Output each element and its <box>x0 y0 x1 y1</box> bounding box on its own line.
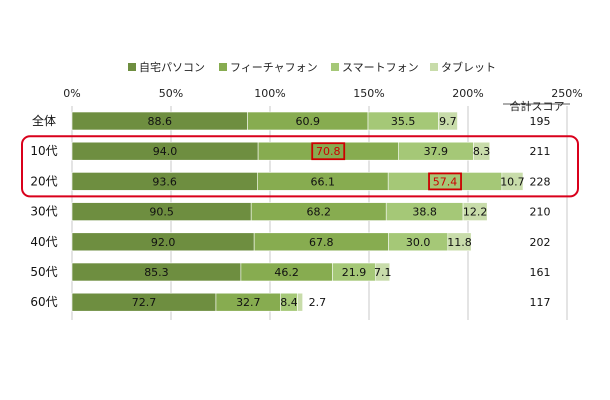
bar-2-3 <box>501 172 524 191</box>
value-label-5-3: 7.1 <box>374 266 392 279</box>
total-score-5: 161 <box>530 266 551 279</box>
x-tick-label-3: 150% <box>353 87 384 100</box>
value-label-1-0: 94.0 <box>153 145 178 158</box>
x-tick-label-4: 200% <box>452 87 483 100</box>
value-label-2-2: 57.4 <box>433 175 458 188</box>
value-label-4-3: 11.8 <box>447 236 472 249</box>
value-label-0-0: 88.6 <box>147 115 172 128</box>
legend-swatch-2 <box>331 63 339 71</box>
value-label-6-1: 32.7 <box>236 296 261 309</box>
highlights <box>21 135 579 198</box>
legend-swatch-0 <box>128 63 136 71</box>
total-scores: 195 211 228 210 202 161 117 <box>530 115 551 309</box>
value-label-4-2: 30.0 <box>406 236 431 249</box>
bar-6-3 <box>297 292 303 312</box>
total-score-1: 211 <box>530 145 551 158</box>
value-label-6-3: 2.7 <box>309 296 327 309</box>
bar-1-3 <box>473 141 491 161</box>
category-label-1: 10代 <box>30 144 57 158</box>
legend-label-1: フィーチャフォン <box>230 61 318 74</box>
bar-3-3 <box>462 202 488 221</box>
value-label-1-2: 37.9 <box>424 145 449 158</box>
x-axis-tick-labels: 0% 50% 100% 150% 200% 250% <box>63 87 582 100</box>
value-label-1-1: 70.8 <box>316 145 341 158</box>
bar-5-3 <box>375 262 391 282</box>
total-score-4: 202 <box>530 236 551 249</box>
x-tick-label-0: 0% <box>63 87 80 100</box>
category-label-3: 30代 <box>30 205 57 219</box>
value-label-3-0: 90.5 <box>149 206 174 219</box>
value-label-0-3: 9.7 <box>439 115 457 128</box>
value-label-4-0: 92.0 <box>151 236 176 249</box>
highlight-box-1-1 <box>311 142 346 161</box>
value-label-5-0: 85.3 <box>144 266 169 279</box>
category-label-6: 60代 <box>30 295 57 309</box>
value-label-0-2: 35.5 <box>391 115 416 128</box>
value-label-6-0: 72.7 <box>132 296 157 309</box>
legend: 自宅パソコン フィーチャフォン スマートフォン タブレット <box>128 60 496 74</box>
value-label-3-2: 38.8 <box>412 206 437 219</box>
legend-label-3: タブレット <box>441 60 496 74</box>
category-label-2: 20代 <box>30 174 57 188</box>
highlight-group-box <box>21 135 579 198</box>
total-score-6: 117 <box>530 296 551 309</box>
value-label-5-1: 46.2 <box>274 266 299 279</box>
value-label-3-1: 68.2 <box>306 206 331 219</box>
highlight-box-2-2 <box>428 172 462 191</box>
totals-header: 合計スコア <box>510 99 565 113</box>
total-score-0: 195 <box>530 115 551 128</box>
value-label-6-2: 8.4 <box>280 296 298 309</box>
category-label-0: 全体 <box>32 113 56 128</box>
value-label-2-0: 93.6 <box>152 175 177 188</box>
legend-swatch-1 <box>219 63 227 71</box>
bars: 88.6 60.9 35.5 9.7 94.0 70.8 37.9 8.3 93.6 66.1 57… <box>71 111 525 312</box>
category-label-4: 40代 <box>30 235 57 249</box>
bar-0-3 <box>437 111 458 131</box>
legend-label-2: スマートフォン <box>342 61 419 74</box>
x-tick-label-5: 250% <box>551 87 582 100</box>
total-score-2: 228 <box>530 175 551 188</box>
legend-swatch-3 <box>430 63 438 71</box>
legend-label-0: 自宅パソコン <box>139 60 205 74</box>
total-score-3: 210 <box>530 206 551 219</box>
x-tick-label-1: 50% <box>159 87 183 100</box>
x-tick-label-2: 100% <box>254 87 285 100</box>
value-label-4-1: 67.8 <box>309 236 334 249</box>
bar-4-3 <box>447 232 472 252</box>
value-label-5-2: 21.9 <box>342 266 367 279</box>
category-labels: 全体 10代 20代 30代 40代 50代 60代 <box>30 113 57 309</box>
value-label-2-1: 66.1 <box>311 175 336 188</box>
value-label-3-3: 12.2 <box>463 206 488 219</box>
value-label-1-3: 8.3 <box>473 145 491 158</box>
category-label-5: 50代 <box>30 265 57 279</box>
value-label-2-3: 10.7 <box>500 175 525 188</box>
value-label-0-1: 60.9 <box>295 115 320 128</box>
